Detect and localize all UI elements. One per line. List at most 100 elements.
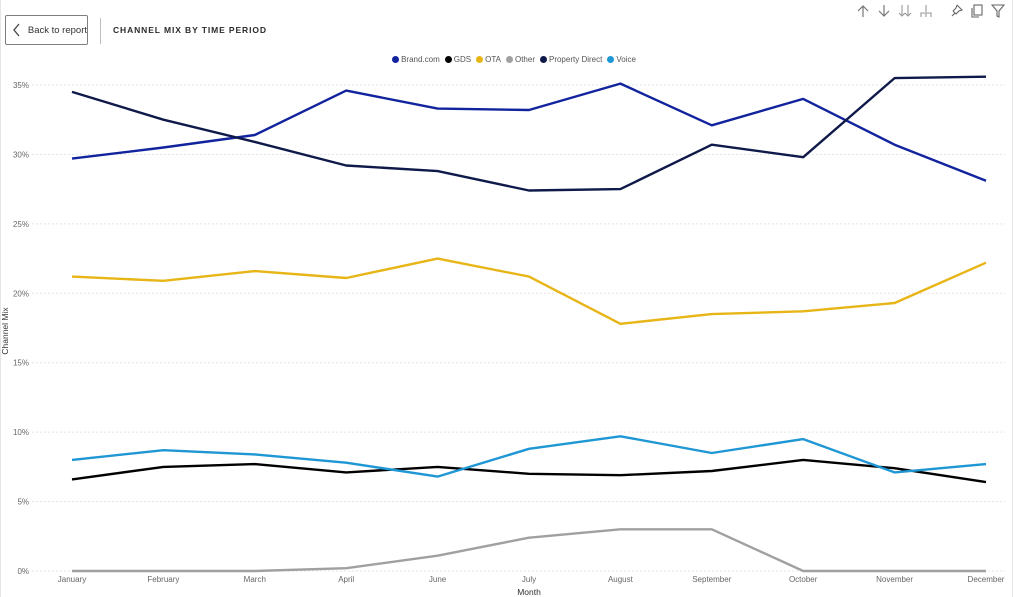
chart-series: [68, 73, 990, 575]
data-point-gds[interactable]: [616, 471, 624, 479]
legend-label: Property Direct: [548, 55, 603, 64]
data-point-other[interactable]: [799, 567, 807, 575]
double-arrow-down-icon[interactable]: [896, 3, 914, 19]
series-line-gds[interactable]: [71, 458, 987, 484]
data-point-property-direct[interactable]: [616, 185, 624, 193]
data-point-other[interactable]: [251, 567, 259, 575]
data-point-gds[interactable]: [982, 478, 990, 486]
data-point-voice[interactable]: [68, 456, 76, 464]
legend-items: Brand.com GDS OTA Other Property Direct Voice: [392, 55, 641, 64]
data-point-voice[interactable]: [525, 445, 533, 453]
data-point-gds[interactable]: [708, 467, 716, 475]
y-tick-label: 30%: [13, 150, 29, 159]
data-point-ota[interactable]: [982, 259, 990, 267]
back-to-report-button[interactable]: Back to report: [5, 15, 88, 45]
data-point-ota[interactable]: [708, 310, 716, 318]
data-point-gds[interactable]: [251, 460, 259, 468]
expand-hierarchy-icon[interactable]: [917, 3, 935, 19]
data-point-property-direct[interactable]: [982, 73, 990, 81]
legend-item-property-direct[interactable]: Property Direct: [539, 55, 603, 64]
data-point-other[interactable]: [982, 567, 990, 575]
data-point-voice[interactable]: [159, 446, 167, 454]
x-axis-ticks: January February March April June July August S…: [58, 575, 1005, 584]
legend-item-ota[interactable]: OTA: [476, 55, 501, 64]
data-point-property-direct[interactable]: [434, 167, 442, 175]
data-point-property-direct[interactable]: [525, 187, 533, 195]
data-point-voice[interactable]: [891, 468, 899, 476]
data-point-brand-com[interactable]: [68, 155, 76, 163]
legend-item-other[interactable]: Other: [505, 55, 535, 64]
data-point-property-direct[interactable]: [891, 74, 899, 82]
data-point-gds[interactable]: [159, 463, 167, 471]
y-tick-label: 5%: [17, 498, 29, 507]
filter-icon[interactable]: [989, 3, 1007, 19]
data-point-voice[interactable]: [799, 435, 807, 443]
chevron-left-icon: [8, 15, 26, 45]
data-point-brand-com[interactable]: [159, 143, 167, 151]
data-point-voice[interactable]: [342, 459, 350, 467]
legend-item-gds[interactable]: GDS: [444, 55, 471, 64]
data-point-brand-com[interactable]: [251, 131, 259, 139]
data-point-other[interactable]: [891, 567, 899, 575]
data-point-ota[interactable]: [799, 307, 807, 315]
legend-marker: [505, 56, 513, 63]
x-tick-label: November: [876, 575, 913, 584]
data-point-ota[interactable]: [342, 274, 350, 282]
data-point-brand-com[interactable]: [434, 105, 442, 113]
y-axis-title: Channel Mix: [0, 307, 10, 355]
copy-icon[interactable]: [968, 3, 986, 19]
data-point-ota[interactable]: [68, 273, 76, 281]
data-point-property-direct[interactable]: [68, 88, 76, 96]
data-point-gds[interactable]: [799, 456, 807, 464]
data-point-other[interactable]: [708, 525, 716, 533]
data-point-gds[interactable]: [434, 463, 442, 471]
series-line-other[interactable]: [72, 528, 986, 573]
data-point-brand-com[interactable]: [982, 177, 990, 185]
data-point-other[interactable]: [616, 525, 624, 533]
data-point-ota[interactable]: [159, 277, 167, 285]
data-point-brand-com[interactable]: [525, 106, 533, 114]
data-point-other[interactable]: [68, 567, 76, 575]
data-point-gds[interactable]: [68, 475, 76, 483]
legend-item-voice[interactable]: Voice: [607, 55, 636, 64]
data-point-voice[interactable]: [982, 460, 990, 468]
data-point-other[interactable]: [342, 564, 350, 572]
data-point-brand-com[interactable]: [708, 121, 716, 129]
data-point-ota[interactable]: [891, 299, 899, 307]
data-point-property-direct[interactable]: [159, 116, 167, 124]
pin-icon[interactable]: [947, 3, 965, 19]
x-tick-label: October: [789, 575, 818, 584]
legend-item-brand-com[interactable]: Brand.com: [392, 55, 440, 64]
data-point-brand-com[interactable]: [891, 141, 899, 149]
arrow-down-icon[interactable]: [875, 3, 893, 19]
data-point-voice[interactable]: [434, 473, 442, 481]
arrow-up-icon[interactable]: [854, 3, 872, 19]
data-point-gds[interactable]: [342, 468, 350, 476]
series-line-property-direct[interactable]: [71, 75, 987, 192]
series-line-ota[interactable]: [71, 257, 987, 325]
series-line-brand-com[interactable]: [71, 82, 987, 182]
data-point-ota[interactable]: [434, 255, 442, 263]
y-tick-label: 0%: [17, 567, 29, 576]
data-point-brand-com[interactable]: [342, 87, 350, 95]
data-point-ota[interactable]: [525, 273, 533, 281]
data-point-brand-com[interactable]: [616, 80, 624, 88]
data-point-gds[interactable]: [525, 470, 533, 478]
data-point-voice[interactable]: [708, 449, 716, 457]
series-line-voice[interactable]: [71, 435, 987, 478]
data-point-property-direct[interactable]: [342, 162, 350, 170]
data-point-ota[interactable]: [251, 267, 259, 275]
data-point-property-direct[interactable]: [708, 141, 716, 149]
data-point-property-direct[interactable]: [799, 153, 807, 161]
x-tick-label: June: [429, 575, 447, 584]
data-point-other[interactable]: [525, 534, 533, 542]
data-point-other[interactable]: [159, 567, 167, 575]
data-point-brand-com[interactable]: [799, 95, 807, 103]
data-point-property-direct[interactable]: [251, 138, 259, 146]
x-tick-label: August: [608, 575, 634, 584]
header: Back to report CHANNEL MIX BY TIME PERIO…: [0, 0, 1013, 60]
data-point-voice[interactable]: [251, 450, 259, 458]
data-point-ota[interactable]: [616, 320, 624, 328]
data-point-other[interactable]: [434, 552, 442, 560]
data-point-voice[interactable]: [616, 432, 624, 440]
